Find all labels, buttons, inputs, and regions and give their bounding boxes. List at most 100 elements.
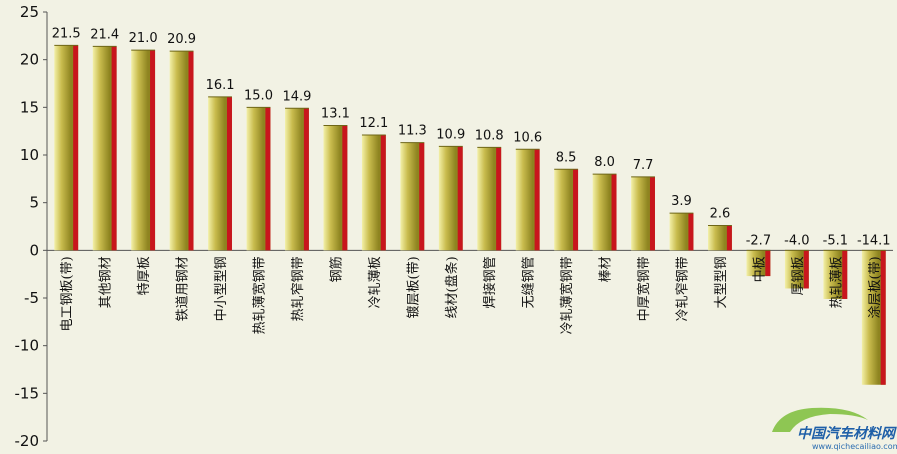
bar-edge <box>265 107 271 251</box>
car-logo-icon <box>772 407 868 432</box>
data-label: 14.9 <box>282 89 311 104</box>
y-tick-label: -20 <box>15 432 40 450</box>
labels: 21.5 电工钢板(带) 21.4 其他钢材 21.0 特厚板 20.9 铁道用钢材 16.1 中… <box>52 26 891 334</box>
bar-edge <box>842 250 848 299</box>
category-label: 大型型钢 <box>714 256 729 308</box>
category-label: 冷轧窄钢带 <box>675 256 691 321</box>
bar-edge <box>73 45 79 251</box>
category-label: 焊接钢管 <box>482 256 498 308</box>
bar-edge <box>688 213 694 251</box>
bar <box>746 250 771 277</box>
category-label: 中板 <box>752 256 767 282</box>
category-label: 中小型型钢 <box>214 256 229 321</box>
data-label: 10.6 <box>513 130 542 145</box>
bar-edge <box>457 146 463 251</box>
bar-edge <box>573 169 579 251</box>
bar <box>477 147 502 251</box>
category-label: 电工钢板(带) <box>60 256 75 331</box>
watermark: 中国汽车材料网 www.qichecailiao.com <box>772 407 897 451</box>
bar <box>438 146 463 251</box>
data-label: 10.8 <box>475 128 504 143</box>
bar-edge <box>303 108 309 251</box>
category-label: 棒材 <box>599 256 614 282</box>
bar <box>54 45 79 251</box>
data-label: 15.0 <box>244 88 273 103</box>
data-label: -4.0 <box>784 233 809 248</box>
bar-edge <box>649 176 655 251</box>
category-label: 中厚宽钢带 <box>636 256 652 321</box>
category-label: 其他钢材 <box>99 256 114 308</box>
watermark-name: 中国汽车材料网 <box>797 425 897 442</box>
y-tick-label: -10 <box>15 337 40 355</box>
category-label: 镀层板(带) <box>405 256 421 318</box>
category-label: 无缝钢管 <box>522 256 537 308</box>
bar-edge <box>803 250 809 289</box>
bar <box>285 108 309 251</box>
bar <box>861 250 886 385</box>
bar-edge <box>342 125 348 251</box>
category-label: 钢筋 <box>328 256 344 282</box>
category-label: 厚钢板 <box>791 256 806 295</box>
data-label: 2.6 <box>710 207 731 222</box>
category-label: 线材(盘条) <box>444 256 460 318</box>
bar <box>361 134 386 251</box>
category-label: 特厚板 <box>137 256 152 295</box>
data-label: 21.0 <box>129 31 158 46</box>
data-label: 21.4 <box>90 27 119 42</box>
bar-edge <box>419 142 425 251</box>
bar <box>823 250 848 299</box>
bar-edge <box>226 96 232 251</box>
bar <box>554 169 579 251</box>
y-tick-label: 20 <box>20 51 39 69</box>
bar <box>208 96 232 251</box>
data-label: 8.5 <box>556 150 577 165</box>
data-label: 12.1 <box>359 116 388 131</box>
y-tick-label: 25 <box>20 3 39 21</box>
bar <box>784 250 809 289</box>
y-tick-label: 0 <box>29 241 39 259</box>
bar <box>592 174 617 251</box>
data-label: 10.9 <box>436 127 465 142</box>
y-tick-label: 5 <box>29 194 39 212</box>
category-label: 涂层板(带) <box>867 256 883 318</box>
bar-edge <box>534 149 540 251</box>
data-label: 8.0 <box>594 155 615 170</box>
bar-edge <box>880 250 886 385</box>
bar <box>400 142 425 251</box>
bar <box>169 51 194 251</box>
bar-edge <box>765 250 771 277</box>
data-label: -5.1 <box>823 233 848 248</box>
data-label: -14.1 <box>857 233 891 248</box>
category-label: 热轧薄宽钢带 <box>252 256 268 334</box>
data-label: 13.1 <box>321 106 350 121</box>
bar-edge <box>380 134 386 251</box>
bar-edge <box>496 147 502 251</box>
data-label: 3.9 <box>671 194 692 209</box>
data-label: 16.1 <box>206 78 235 93</box>
bar <box>92 46 117 251</box>
data-label: 7.7 <box>633 158 654 173</box>
category-label: 冷轧薄板 <box>368 256 383 308</box>
watermark-url: www.qichecailiao.com <box>812 442 897 451</box>
bar-edge <box>611 174 617 251</box>
bar-edge <box>111 46 117 251</box>
y-tick-label: 15 <box>20 98 39 116</box>
data-label: 20.9 <box>167 32 196 47</box>
bar <box>131 50 156 251</box>
data-label: 11.3 <box>398 124 427 139</box>
bar-edge <box>188 51 194 251</box>
bar-edge <box>726 225 732 251</box>
bar <box>708 225 732 251</box>
y-tick-label: 10 <box>20 146 39 164</box>
bar <box>631 176 655 251</box>
bars <box>54 44 886 385</box>
bar-edge <box>150 50 156 251</box>
y-tick-label: -15 <box>15 384 40 402</box>
bar <box>246 107 271 251</box>
category-label: 热轧窄钢带 <box>290 256 306 321</box>
data-label: -2.7 <box>746 233 771 248</box>
category-label: 热轧薄板 <box>829 256 844 308</box>
category-label: 冷轧薄宽钢带 <box>559 256 575 334</box>
